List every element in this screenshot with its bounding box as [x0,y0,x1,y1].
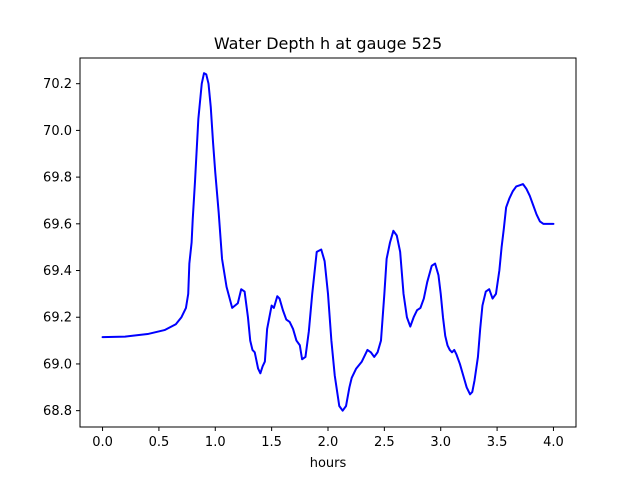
x-tick-label: 3.5 [487,435,508,450]
x-tick-label: 0.5 [149,435,170,450]
x-tick-label: 0.0 [92,435,113,450]
x-axis-label: hours [310,456,347,471]
x-tick-label: 2.5 [374,435,395,450]
y-axis: 68.8 69.0 69.2 69.4 69.6 69.8 70.0 70.2 [43,77,80,419]
y-tick-label: 68.8 [43,404,72,419]
x-tick-label: 2.0 [318,435,339,450]
y-tick-label: 69.8 [43,171,72,186]
x-axis: 0.0 0.5 1.0 1.5 2.0 2.5 3.0 3.5 4.0 [92,427,564,450]
y-tick-label: 69.0 [43,357,72,372]
y-tick-label: 69.4 [43,264,72,279]
x-tick-label: 1.0 [205,435,226,450]
x-tick-label: 4.0 [543,435,564,450]
x-tick-label: 3.0 [430,435,451,450]
chart-title: Water Depth h at gauge 525 [214,34,442,53]
y-tick-label: 69.6 [43,217,72,232]
plot-area [101,72,555,412]
y-tick-label: 70.2 [43,77,72,92]
x-tick-label: 1.5 [261,435,282,450]
y-tick-label: 70.0 [43,124,72,139]
y-tick-label: 69.2 [43,311,72,326]
series-line [101,72,555,412]
